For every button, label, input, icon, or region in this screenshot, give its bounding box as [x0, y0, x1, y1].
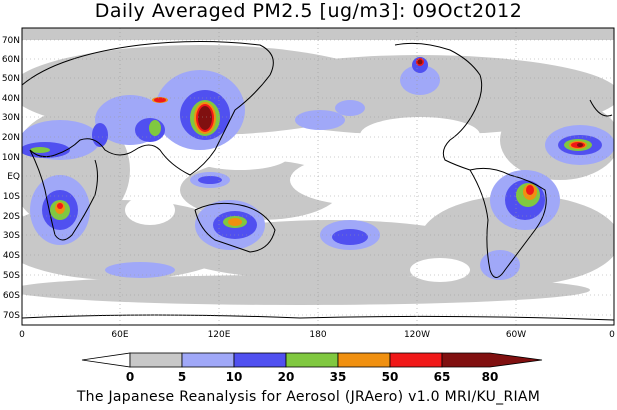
- lon-label: 120E: [208, 330, 231, 340]
- lon-label: 60W: [506, 330, 526, 340]
- lon-label: 60E: [111, 330, 128, 340]
- legend-swatch-6: [389, 352, 443, 368]
- gridlines: [22, 28, 614, 325]
- color-legend: [81, 352, 543, 368]
- legend-tick: 0: [126, 370, 134, 384]
- lat-label: EQ: [7, 172, 20, 182]
- latitude-axis: 70N 60N 50N 40N 30N 20N 10N EQ 10S 20S 3…: [2, 36, 20, 321]
- lon-label: 0: [19, 330, 25, 340]
- legend-swatch-3: [233, 352, 287, 368]
- lat-label: 60N: [2, 55, 20, 65]
- legend-tick: 20: [278, 370, 295, 384]
- legend-tick: 10: [226, 370, 243, 384]
- lat-label: 60S: [3, 291, 20, 301]
- lat-label: 20S: [3, 212, 20, 222]
- legend-swatch-5: [337, 352, 391, 368]
- legend-swatch-1: [129, 352, 183, 368]
- legend-tick: 80: [482, 370, 499, 384]
- lat-label: 10N: [2, 153, 20, 163]
- lat-label: 40N: [2, 94, 20, 104]
- lon-label: 0: [609, 330, 615, 340]
- pm25-field: [22, 28, 614, 305]
- lat-label: 70S: [3, 311, 20, 321]
- legend-tick: 5: [178, 370, 186, 384]
- legend-ticks: 0 5 10 20 35 50 65 80: [126, 370, 499, 384]
- lat-label: 20N: [2, 133, 20, 143]
- lat-label: 70N: [2, 36, 20, 46]
- lat-label: 10S: [3, 192, 20, 202]
- lat-label: 50N: [2, 74, 20, 84]
- lon-label: 120W: [404, 330, 430, 340]
- map-frame: [21, 27, 615, 326]
- lat-label: 30S: [3, 231, 20, 241]
- map-title: Daily Averaged PM2.5 [ug/m3]: 09Oct2012: [94, 0, 523, 22]
- lat-label: 40S: [3, 251, 20, 261]
- longitude-axis: 0 60E 120E 180 120W 60W 0: [19, 330, 615, 340]
- legend-swatch-7: [441, 352, 543, 368]
- legend-tick: 35: [330, 370, 347, 384]
- lat-label: 50S: [3, 271, 20, 281]
- coastlines: [22, 41, 614, 321]
- legend-swatch-2: [181, 352, 235, 368]
- lat-label: 30N: [2, 113, 20, 123]
- legend-swatch-0: [81, 352, 131, 368]
- lon-label: 180: [309, 330, 326, 340]
- legend-swatch-4: [285, 352, 339, 368]
- legend-tick: 65: [434, 370, 451, 384]
- legend-tick: 50: [382, 370, 399, 384]
- footer-credit: The Japanese Reanalysis for Aerosol (JRA…: [76, 389, 541, 405]
